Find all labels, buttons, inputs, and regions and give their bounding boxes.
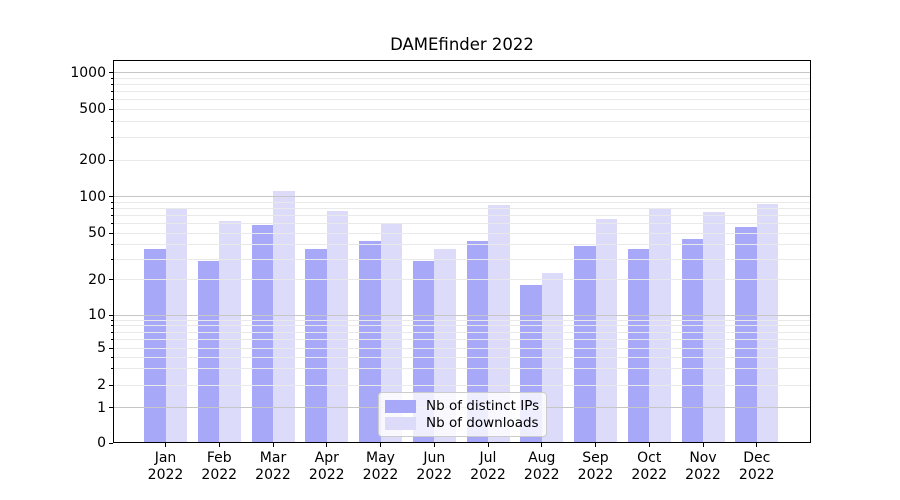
x-tick-jan-2022 <box>165 443 166 447</box>
legend-swatch-downloads <box>385 416 416 430</box>
y-tick-0 <box>109 442 113 444</box>
y-tick-1000 <box>109 72 113 74</box>
bar-downloads-apr-2022 <box>326 210 349 443</box>
y-tick-5 <box>109 347 113 349</box>
x-tick-label-jun-2022: Jun 2022 <box>416 450 453 483</box>
x-tick-label-sep-2022: Sep 2022 <box>577 450 614 483</box>
x-tick-label-jul-2022: Jul 2022 <box>470 450 506 483</box>
x-tick-label-apr-2022: Apr 2022 <box>308 450 345 483</box>
bar-downloads-feb-2022 <box>219 221 241 443</box>
x-tick-jul-2022 <box>487 443 489 447</box>
bar-downloads-jul-2022 <box>488 204 510 443</box>
y-minortick-700 <box>110 91 113 93</box>
y-tick-label-100: 100 <box>79 188 106 205</box>
y-tick-label-5: 5 <box>97 340 106 357</box>
bar-downloads-may-2022 <box>380 222 402 443</box>
y-minortick-800 <box>110 83 113 85</box>
y-minortick-90 <box>110 201 113 203</box>
bar-distinct-ips-nov-2022 <box>681 238 703 443</box>
y-minortick-80 <box>110 207 113 209</box>
y-tick-label-50: 50 <box>88 225 106 242</box>
y-tick-2 <box>109 384 113 386</box>
y-tick-label-200: 200 <box>79 152 106 168</box>
legend-label-distinct-ips: Nb of distinct IPs <box>426 398 540 414</box>
bar-distinct-ips-mar-2022 <box>251 224 273 443</box>
bar-downloads-jan-2022 <box>165 208 187 443</box>
legend: Nb of distinct IPs Nb of downloads <box>378 392 547 437</box>
y-tick-label-1000: 1000 <box>70 64 106 81</box>
x-tick-label-jan-2022: Jan 2022 <box>147 450 184 483</box>
y-tick-50 <box>109 232 113 234</box>
bar-downloads-oct-2022 <box>649 209 671 443</box>
bar-downloads-dec-2022 <box>756 204 779 443</box>
bar-distinct-ips-oct-2022 <box>627 248 650 443</box>
legend-swatch-distinct-ips <box>385 399 416 413</box>
bar-downloads-nov-2022 <box>703 211 725 443</box>
y-minortick-600 <box>110 99 113 101</box>
x-tick-sep-2022 <box>595 443 596 447</box>
x-tick-may-2022 <box>380 443 381 447</box>
legend-label-downloads: Nb of downloads <box>426 415 539 431</box>
y-minortick-400 <box>110 121 113 123</box>
y-tick-100 <box>109 196 113 198</box>
bar-distinct-ips-sep-2022 <box>574 245 596 443</box>
plot-area <box>113 60 811 443</box>
legend-entry-distinct-ips: Nb of distinct IPs <box>385 399 540 413</box>
x-tick-feb-2022 <box>218 443 220 447</box>
y-tick-label-500: 500 <box>79 101 106 118</box>
y-tick-500 <box>109 108 113 110</box>
y-minortick-3 <box>110 368 113 370</box>
y-minortick-70 <box>110 215 113 217</box>
y-tick-200 <box>109 159 113 161</box>
x-tick-label-aug-2022: Aug 2022 <box>523 450 560 483</box>
bar-downloads-sep-2022 <box>595 218 617 443</box>
bar-distinct-ips-feb-2022 <box>197 261 220 443</box>
y-tick-20 <box>109 279 113 281</box>
y-minortick-9 <box>110 319 113 321</box>
bar-distinct-ips-may-2022 <box>359 241 381 443</box>
y-minortick-900 <box>110 77 113 79</box>
x-tick-nov-2022 <box>702 443 704 447</box>
y-minortick-7 <box>110 331 113 333</box>
y-tick-label-10: 10 <box>88 307 106 323</box>
y-tick-label-0: 0 <box>97 435 106 451</box>
x-tick-dec-2022 <box>756 443 758 447</box>
y-tick-label-20: 20 <box>88 271 106 288</box>
y-minortick-8 <box>110 325 113 327</box>
y-tick-label-1: 1 <box>97 399 106 416</box>
y-minortick-6 <box>110 339 113 341</box>
y-minortick-30 <box>110 258 113 260</box>
y-tick-1 <box>109 407 113 409</box>
bar-distinct-ips-jan-2022 <box>144 248 166 443</box>
x-tick-label-dec-2022: Dec 2022 <box>738 450 775 483</box>
x-tick-label-oct-2022: Oct 2022 <box>631 450 668 483</box>
legend-entry-downloads: Nb of downloads <box>385 416 540 430</box>
y-tick-10 <box>109 314 113 316</box>
x-tick-jun-2022 <box>433 443 435 447</box>
x-tick-label-may-2022: May 2022 <box>362 450 399 483</box>
x-tick-label-feb-2022: Feb 2022 <box>201 450 238 483</box>
chart-title: DAMEfinder 2022 <box>390 35 534 54</box>
x-tick-oct-2022 <box>648 443 650 447</box>
y-minortick-4 <box>110 356 113 358</box>
x-tick-aug-2022 <box>541 443 543 447</box>
y-minortick-40 <box>110 244 113 246</box>
bar-distinct-ips-apr-2022 <box>305 248 327 443</box>
y-tick-label-2: 2 <box>97 377 106 393</box>
x-tick-mar-2022 <box>272 443 274 447</box>
y-minortick-60 <box>110 223 113 225</box>
bar-downloads-mar-2022 <box>273 191 295 443</box>
x-tick-label-nov-2022: Nov 2022 <box>685 450 721 483</box>
x-tick-label-mar-2022: Mar 2022 <box>255 450 291 483</box>
y-minortick-300 <box>110 137 113 139</box>
bar-distinct-ips-dec-2022 <box>735 227 757 443</box>
x-tick-apr-2022 <box>326 443 328 447</box>
